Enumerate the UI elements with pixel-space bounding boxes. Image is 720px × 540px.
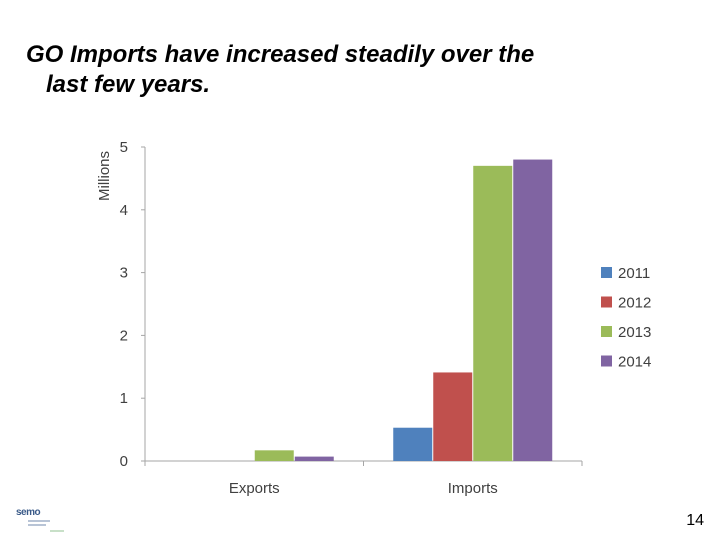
legend-swatch-2014 bbox=[601, 355, 612, 367]
bar-imports-2011 bbox=[393, 427, 433, 461]
legend-swatch-2013 bbox=[601, 326, 612, 337]
semo-logo: semo bbox=[16, 507, 64, 535]
legend-label: 2013 bbox=[618, 324, 651, 341]
bar-imports-2014 bbox=[513, 159, 553, 461]
x-tick-label: Exports bbox=[229, 480, 280, 497]
slide-title: GO Imports have increased steadily over … bbox=[26, 40, 666, 100]
legend-swatch-2011 bbox=[601, 267, 612, 278]
bar-exports-2013 bbox=[254, 450, 294, 461]
y-tick-label: 2 bbox=[120, 327, 128, 344]
page-number: 14 bbox=[686, 512, 704, 529]
y-tick-label: 4 bbox=[120, 202, 128, 219]
legend-label: 2011 bbox=[618, 265, 650, 282]
y-tick-label: 1 bbox=[120, 390, 128, 407]
legend-label: 2014 bbox=[618, 354, 651, 371]
logo-text: semo bbox=[16, 507, 41, 518]
bar-exports-2014 bbox=[294, 456, 334, 461]
bar-imports-2012 bbox=[433, 372, 473, 461]
y-tick-label: 3 bbox=[120, 265, 128, 282]
y-axis-title: Millions bbox=[96, 151, 113, 201]
legend-swatch-2012 bbox=[601, 296, 612, 308]
slide-title-line-2: last few years. bbox=[46, 71, 211, 98]
x-tick-label: Imports bbox=[448, 480, 498, 497]
bar-imports-2013 bbox=[473, 165, 513, 461]
y-tick-label: 0 bbox=[120, 453, 128, 470]
legend-label: 2012 bbox=[618, 295, 651, 312]
logo-decoration bbox=[28, 524, 46, 526]
slide-title-line-1: GO Imports have increased steadily over … bbox=[26, 41, 535, 68]
logo-decoration bbox=[28, 520, 50, 522]
logo-decoration bbox=[50, 530, 64, 532]
y-tick-label: 5 bbox=[120, 139, 128, 156]
